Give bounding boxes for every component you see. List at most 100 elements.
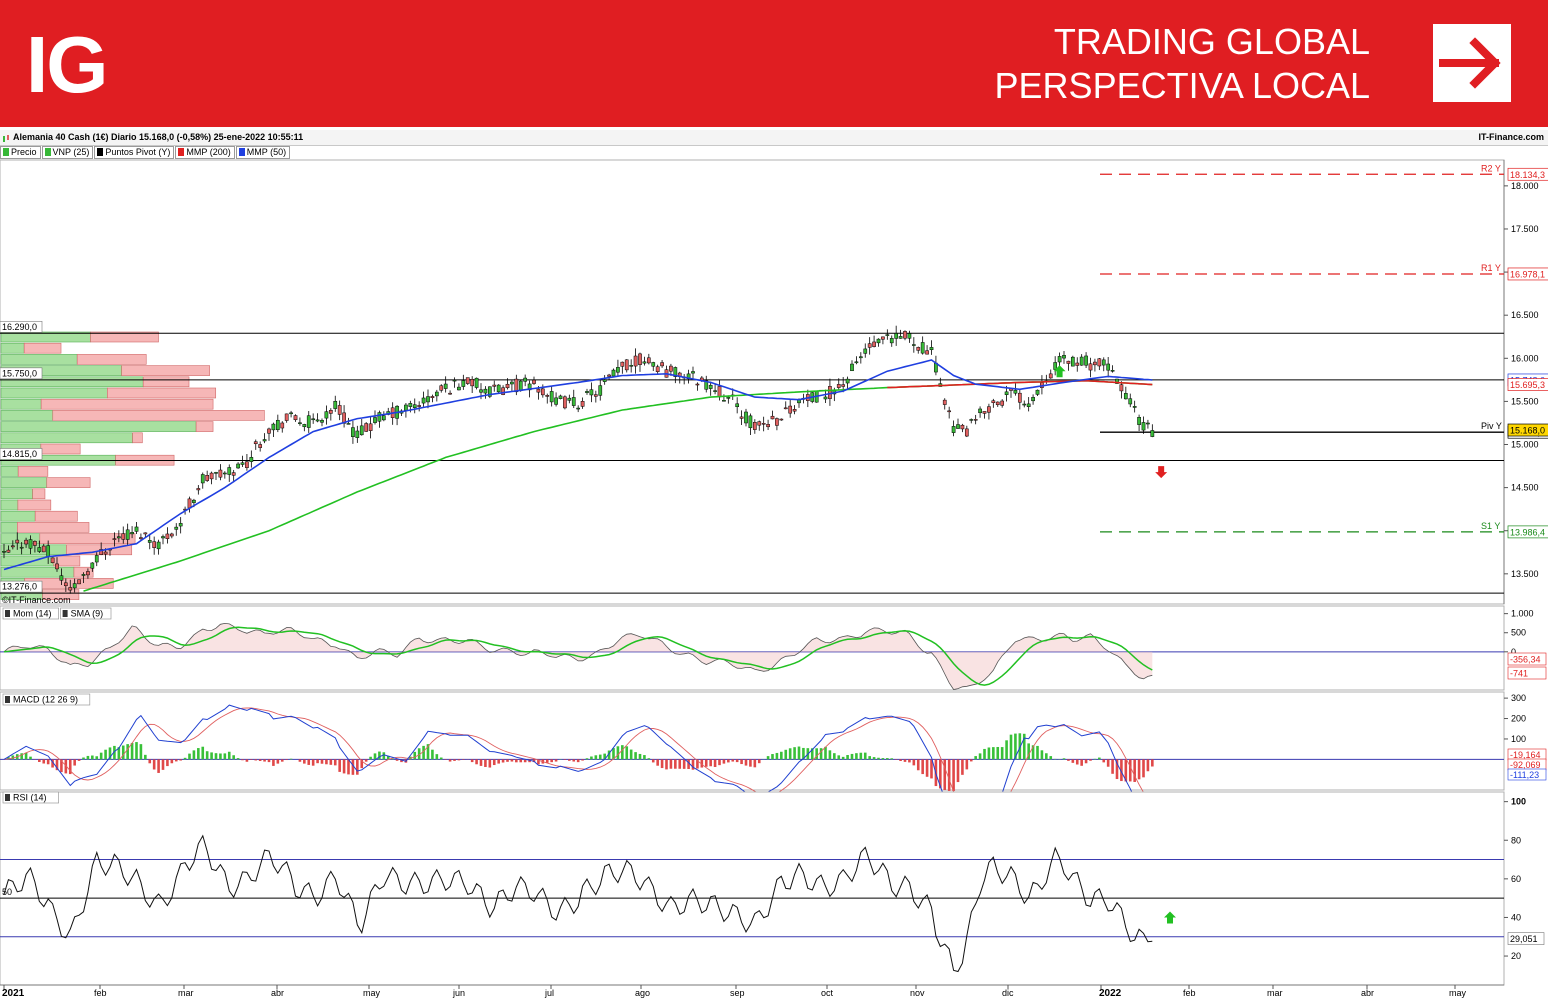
candle-body xyxy=(898,336,903,339)
candle-body xyxy=(1004,391,1009,395)
macd-histogram-bar xyxy=(325,759,328,765)
candle-body xyxy=(505,383,510,389)
macd-histogram-bar xyxy=(7,757,10,760)
arrow-up-icon xyxy=(1164,911,1176,924)
rsi-legend-box xyxy=(2,791,59,804)
macd-histogram-bar xyxy=(744,759,748,766)
macd-histogram-bar xyxy=(996,746,1000,760)
candle-body xyxy=(713,390,717,392)
macd-histogram-bar xyxy=(395,759,399,761)
candle-body xyxy=(704,380,709,390)
candle-body xyxy=(2,551,6,553)
macd-histogram-bar xyxy=(417,748,421,760)
candle-body xyxy=(951,426,956,433)
candle-body xyxy=(1141,422,1146,431)
candle-body xyxy=(889,338,894,344)
candle-body xyxy=(112,538,117,540)
macd-histogram-bar xyxy=(828,750,832,760)
candle-body xyxy=(24,539,28,545)
tagline: TRADING GLOBAL PERSPECTIVA LOCAL xyxy=(995,20,1370,108)
macd-histogram-bar xyxy=(585,758,589,760)
volume-profile-bar xyxy=(195,421,214,432)
macd-histogram-bar xyxy=(740,759,743,765)
candle-body xyxy=(245,461,249,468)
macd-histogram-bar xyxy=(475,759,478,765)
candle-body xyxy=(1123,393,1128,400)
macd-histogram-bar xyxy=(139,744,143,760)
candle-body xyxy=(1137,416,1141,425)
candle-body xyxy=(81,574,86,576)
macd-histogram-bar xyxy=(992,747,995,760)
volume-profile-bar xyxy=(40,443,81,455)
macd-histogram-bar xyxy=(709,759,712,767)
candle-body xyxy=(1022,403,1027,406)
price-value-box xyxy=(1507,423,1548,437)
candle-body xyxy=(1115,378,1119,384)
macd-histogram-bar xyxy=(214,753,218,760)
candle-body xyxy=(854,361,859,364)
level-label-box xyxy=(0,367,43,380)
candle-body xyxy=(925,350,929,355)
candle-body xyxy=(1026,403,1031,407)
candle-body xyxy=(691,371,695,374)
arrow-right-icon[interactable] xyxy=(1433,24,1511,102)
legend-item: MMP (50) xyxy=(235,146,291,159)
volume-profile-bar xyxy=(0,387,108,399)
macd-histogram-bar xyxy=(1115,759,1119,780)
macd-histogram-bar xyxy=(863,752,867,760)
candle-body xyxy=(576,407,581,410)
candle-body xyxy=(1066,360,1071,364)
candle-body xyxy=(68,587,73,591)
candle-body xyxy=(147,540,152,543)
candle-body xyxy=(381,415,386,421)
macd-histogram-bar xyxy=(638,753,642,760)
candle-body xyxy=(598,385,603,396)
macd-histogram-bar xyxy=(470,759,474,763)
macd-tick-label: 100 xyxy=(1511,734,1526,744)
candle-body xyxy=(942,399,947,405)
macd-histogram-bar xyxy=(232,755,235,760)
candle-body xyxy=(77,579,81,585)
macd-histogram-bar xyxy=(965,759,969,770)
candle-body xyxy=(492,384,497,387)
macd-histogram-bar xyxy=(121,745,125,760)
macd-histogram-bar xyxy=(656,759,659,766)
macd-histogram-bar xyxy=(91,755,94,760)
macd-histogram-bar xyxy=(378,751,381,760)
tagline-line-2: PERSPECTIVA LOCAL xyxy=(994,65,1370,106)
pivot-value-box xyxy=(1507,267,1548,281)
volume-profile-bar xyxy=(0,499,19,511)
candle-body xyxy=(978,408,982,414)
macd-histogram-bar xyxy=(280,759,284,762)
candle-body xyxy=(487,386,492,397)
macd-histogram-bar xyxy=(263,759,266,762)
macd-histogram-bar xyxy=(1045,753,1048,760)
candle-body xyxy=(876,338,881,344)
macd-histogram-bar xyxy=(267,759,271,763)
candle-body xyxy=(218,469,223,478)
candle-body xyxy=(1093,361,1097,366)
volume-profile-bar xyxy=(90,331,159,343)
candle-body xyxy=(695,383,700,386)
volume-profile-bar xyxy=(132,432,143,444)
macd-histogram-bar xyxy=(1128,759,1132,782)
level-label: 13.276,0 xyxy=(2,582,37,592)
candle-body xyxy=(836,384,841,388)
candle-body xyxy=(1088,363,1093,371)
macd-histogram-bar xyxy=(342,759,346,774)
candle-body xyxy=(646,357,651,364)
candle-body xyxy=(417,405,422,407)
mmp-200-recent-line xyxy=(887,379,1153,389)
macd-histogram-bar xyxy=(612,748,615,760)
macd-histogram-bar xyxy=(1036,745,1039,760)
macd-histogram-bar xyxy=(916,759,920,771)
macd-histogram-bar xyxy=(448,759,452,762)
macd-histogram-bar xyxy=(568,759,571,761)
macd-histogram-bar xyxy=(1067,759,1070,761)
macd-value-box xyxy=(1507,768,1547,781)
candle-body xyxy=(602,379,607,382)
rsi-level-label: 50 xyxy=(2,887,12,897)
candle-body xyxy=(540,388,545,396)
candle-body xyxy=(240,462,245,465)
